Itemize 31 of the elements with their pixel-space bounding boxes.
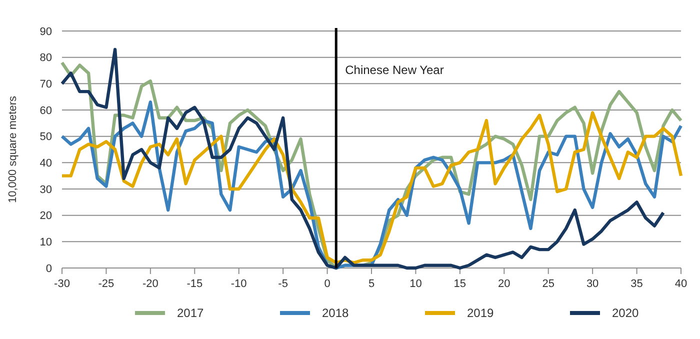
x-tick-label: -15 (186, 278, 203, 290)
y-tick-label: 10 (40, 236, 52, 249)
x-tick-label: -5 (278, 278, 288, 290)
y-tick-label: 20 (40, 210, 52, 222)
y-tick-label: 30 (40, 184, 52, 196)
x-tick-label: -25 (98, 278, 114, 290)
legend-label: 2020 (612, 306, 640, 320)
x-tick-label: -10 (230, 278, 247, 290)
x-tick-label: 25 (542, 278, 554, 290)
legend-label: 2018 (322, 306, 350, 320)
y-tick-label: 50 (40, 131, 52, 144)
x-tick-label: 10 (410, 278, 422, 290)
y-tick-label: 70 (40, 78, 52, 91)
x-tick-label: 40 (674, 278, 688, 290)
x-tick-label: 35 (630, 278, 643, 290)
legend-label: 2019 (467, 306, 494, 320)
x-tick-label: 0 (324, 278, 330, 290)
x-tick-label: 30 (586, 278, 599, 290)
y-tick-label: 80 (40, 52, 52, 64)
x-tick-label: -20 (142, 278, 158, 290)
y-axis-title: 10,000 square meters (7, 96, 19, 204)
ref-line-label: Chinese New Year (345, 63, 444, 77)
legend-label: 2017 (177, 306, 204, 320)
y-tick-label: 40 (40, 158, 52, 170)
x-tick-label: 15 (454, 278, 466, 290)
x-tick-label: -30 (54, 278, 70, 290)
x-tick-label: 20 (498, 278, 510, 290)
y-tick-label: 90 (40, 26, 52, 38)
y-tick-label: 0 (46, 262, 52, 275)
y-tick-label: 60 (40, 104, 52, 117)
x-tick-label: 5 (368, 278, 375, 290)
